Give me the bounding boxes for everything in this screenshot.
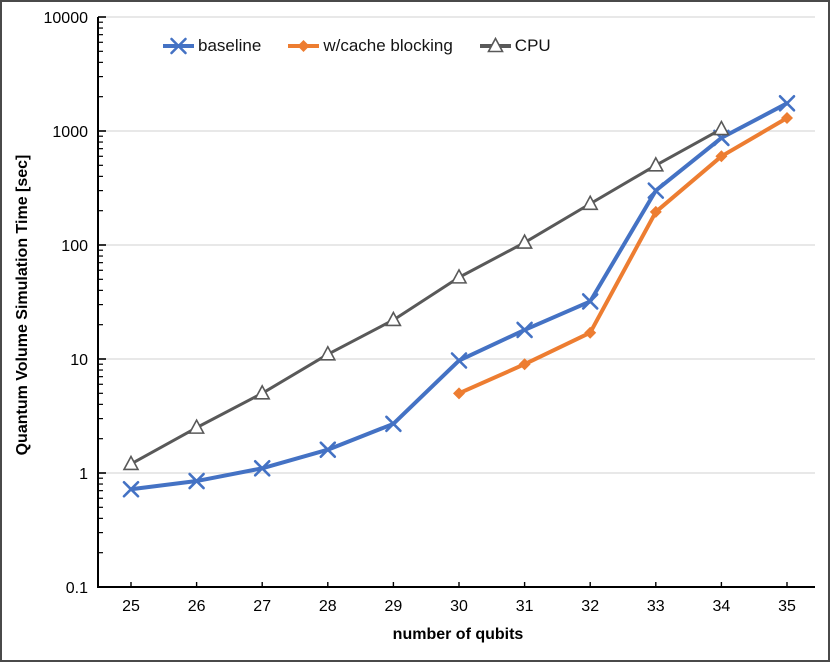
y-tick-label: 0.1	[66, 580, 88, 597]
diamond-marker-icon	[453, 387, 465, 400]
series-line-cpu	[129, 127, 723, 466]
x-tick-label: 30	[450, 598, 468, 615]
x-marker-icon	[122, 480, 140, 498]
x-marker-icon	[450, 352, 468, 369]
triangle-marker-icon	[516, 233, 533, 249]
diamond-marker-icon	[288, 40, 320, 52]
x-tick-label: 35	[778, 598, 796, 615]
y-tick-label: 1	[79, 466, 88, 483]
x-marker-icon	[778, 94, 796, 112]
x-marker-icon	[516, 321, 533, 339]
y-tick-label: 10	[70, 352, 88, 369]
legend-label-cpu: CPU	[514, 36, 551, 55]
legend-label-baseline: baseline	[198, 36, 262, 55]
x-tick-label: 32	[581, 598, 599, 615]
x-marker-icon	[163, 37, 194, 55]
x-marker-icon	[188, 472, 205, 490]
x-tick-label: 28	[319, 598, 337, 615]
x-marker-icon	[319, 441, 337, 459]
x-tick-label: 25	[122, 598, 140, 615]
x-tick-label: 31	[516, 598, 534, 615]
legend-item-cpu: CPU	[479, 36, 551, 56]
y-tick-label: 10000	[44, 10, 89, 27]
triangle-marker-icon	[319, 345, 337, 361]
triangle-marker-icon	[188, 418, 205, 434]
legend-item-cache-blocking: w/cache blocking	[287, 36, 453, 56]
legend-label-cache-blocking: w/cache blocking	[323, 36, 453, 55]
x-tick-label: 26	[188, 598, 206, 615]
x-tick-label: 27	[253, 598, 271, 615]
triangle-marker-icon	[479, 37, 511, 53]
triangle-marker-icon	[122, 454, 140, 471]
diamond-marker-icon	[781, 112, 793, 125]
diamond-marker-icon	[518, 358, 531, 371]
diamond-marker-icon	[715, 150, 728, 163]
x-marker-icon	[385, 415, 402, 433]
x-axis-title: number of qubits	[392, 626, 524, 643]
diamond-marker-icon	[649, 205, 662, 218]
triangle-marker-icon	[253, 384, 271, 400]
triangle-marker-icon	[713, 119, 730, 136]
x-tick-label: 34	[713, 598, 731, 615]
x-marker-icon	[581, 293, 599, 310]
legend-item-baseline: baseline	[162, 36, 261, 56]
triangle-marker-icon	[385, 310, 402, 327]
x-tick-label: 33	[647, 598, 665, 615]
series-line-cache-blocking	[457, 116, 789, 396]
y-tick-label: 1000	[52, 124, 88, 141]
triangle-marker-icon	[450, 268, 468, 284]
triangle-marker-icon	[486, 37, 504, 53]
triangle-marker-icon	[581, 194, 599, 211]
legend: baseline w/cache blocking CPU	[162, 36, 551, 56]
series-line-baseline	[129, 101, 789, 492]
x-tick-label: 29	[385, 598, 403, 615]
x-marker-icon	[647, 182, 665, 199]
diamond-marker-icon	[584, 326, 597, 339]
x-marker-icon	[253, 459, 271, 477]
y-axis-title: Quantum Volume Simulation Time [sec]	[14, 154, 31, 456]
triangle-marker-icon	[647, 156, 665, 172]
diamond-marker-icon	[297, 40, 310, 52]
y-tick-label: 100	[61, 238, 88, 255]
x-marker-icon	[170, 37, 187, 55]
